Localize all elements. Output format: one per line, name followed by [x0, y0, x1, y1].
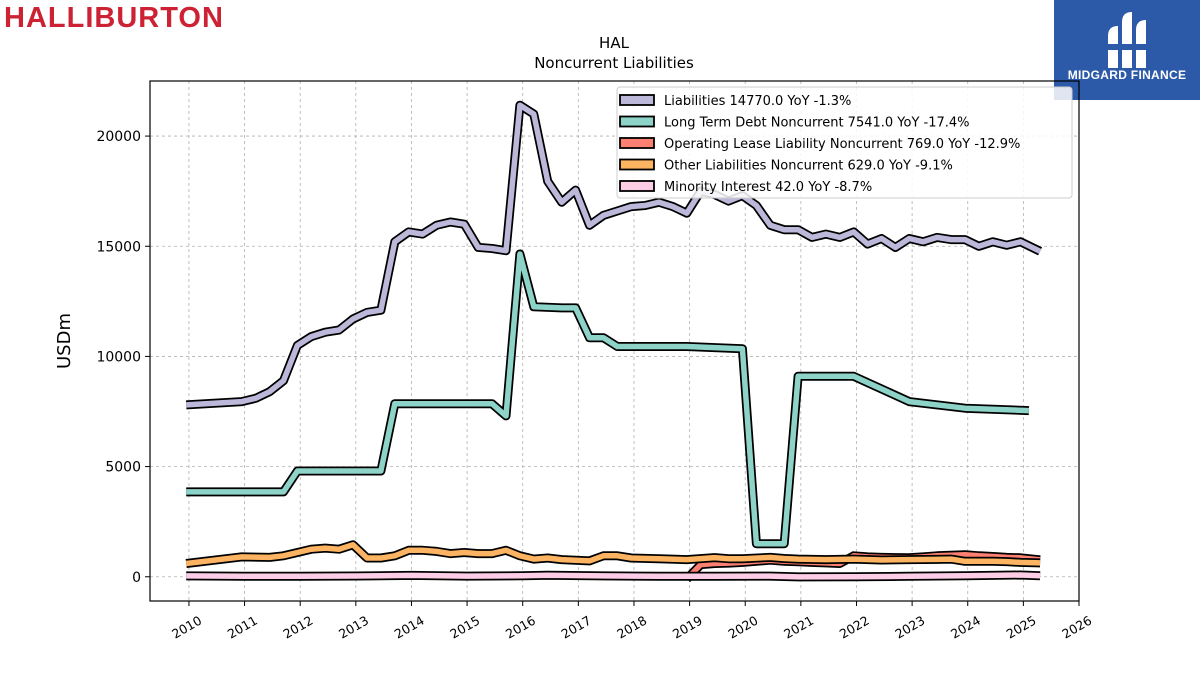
x-tick-label: 2022 — [837, 613, 872, 642]
brand-logo: HALLIBURTON — [4, 2, 224, 34]
x-tick-label: 2023 — [892, 613, 927, 642]
series-long-term-debt-noncurrent — [186, 249, 1030, 549]
x-tick-label: 2011 — [225, 613, 260, 642]
series-other-liabilities-noncurrent — [185, 540, 1041, 568]
y-axis-label: USDm — [54, 313, 75, 369]
legend-swatch — [619, 180, 655, 192]
x-tick-label: 2013 — [336, 613, 371, 642]
series-liabilities — [185, 100, 1043, 410]
midgard-badge: MIDGARD FINANCE — [1054, 0, 1200, 100]
x-tick-label: 2019 — [670, 613, 705, 642]
legend-entry: Long Term Debt Noncurrent 7541.0 YoY -17… — [664, 116, 970, 131]
series-line — [185, 542, 1041, 567]
series-line — [186, 102, 1042, 408]
x-tick-label: 2010 — [169, 613, 204, 642]
legend-entry: Liabilities 14770.0 YoY -1.3% — [664, 94, 851, 109]
series-minority-interest — [186, 570, 1041, 582]
badge-text: MIDGARD FINANCE — [1067, 68, 1187, 82]
x-tick-label: 2020 — [725, 613, 760, 642]
series-line — [186, 572, 1041, 580]
legend-entry: Other Liabilities Noncurrent 629.0 YoY -… — [664, 159, 953, 174]
legend: Liabilities 14770.0 YoY -1.3% Long Term D… — [616, 86, 1073, 199]
legend-entry: Minority Interest 42.0 YoY -8.7% — [664, 180, 872, 195]
legend-swatch — [619, 137, 655, 149]
x-tick-label: 2015 — [447, 613, 482, 642]
x-tick-label: 2024 — [948, 613, 983, 642]
x-tick-label: 2018 — [614, 613, 649, 642]
x-tick-label: 2014 — [392, 613, 427, 642]
legend-swatch — [619, 94, 655, 106]
y-tick-label: 10000 — [96, 349, 141, 365]
x-tick-label: 2012 — [280, 613, 315, 642]
legend-box — [616, 86, 1073, 199]
chart-subtitle: Noncurrent Liabilities — [534, 54, 694, 72]
y-tick-label: 0 — [132, 570, 141, 586]
x-tick-label: 2017 — [559, 613, 594, 642]
series-line — [186, 251, 1030, 547]
midgard-logo-icon — [1106, 12, 1148, 68]
legend-entry: Operating Lease Liability Noncurrent 769… — [664, 137, 1020, 152]
series-layer — [185, 100, 1043, 583]
y-tick-label: 15000 — [96, 239, 141, 255]
axes: 2010 2011 2012 2013 2014 2015 2016 2017 2018 2019… — [96, 129, 1094, 641]
chart-title: HAL — [599, 34, 630, 52]
legend-swatch — [619, 158, 655, 171]
x-tick-label: 2021 — [781, 613, 816, 642]
x-tick-label: 2016 — [503, 613, 538, 642]
x-tick-label: 2026 — [1059, 613, 1094, 642]
x-tick-label: 2025 — [1004, 613, 1039, 642]
legend-swatch — [619, 115, 655, 128]
y-tick-label: 5000 — [105, 460, 141, 476]
plot-frame — [149, 80, 1080, 602]
y-tick-label: 20000 — [96, 129, 141, 145]
